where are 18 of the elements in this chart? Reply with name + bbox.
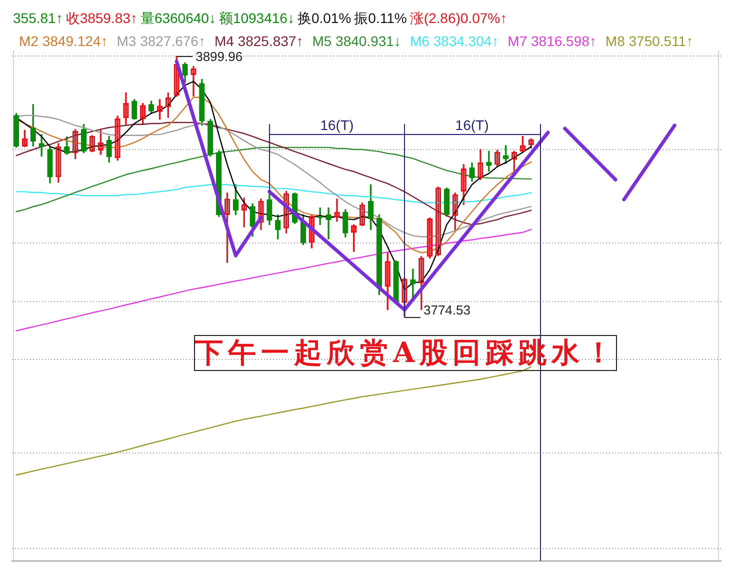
annotation: 3899.96 (196, 49, 243, 64)
text: 量6360640↓ (140, 10, 216, 26)
text: M4 3825.837↑ (214, 33, 304, 49)
text: M5 3840.931↓ (312, 33, 401, 49)
text: M8 3750.511↑ (605, 33, 694, 49)
text: M6 3834.304↑ (410, 33, 499, 49)
text: 振0.11% (354, 10, 407, 26)
text: 额1093416↓ (218, 10, 294, 26)
text: 355.81↑ (13, 10, 63, 26)
text: M2 3849.124↑ (19, 33, 108, 49)
text: M7 3816.598↑ (508, 33, 596, 49)
text: M3 3827.676↑ (116, 33, 206, 49)
annotation: 3774.53 (423, 302, 470, 318)
text: 涨(2.86)0.07%↑ (410, 10, 508, 26)
text: 换0.01% (297, 10, 352, 26)
text: 收3859.83↑ (66, 10, 138, 26)
annotation: 16(T) (320, 116, 354, 133)
annotation: 16(T) (455, 116, 489, 133)
